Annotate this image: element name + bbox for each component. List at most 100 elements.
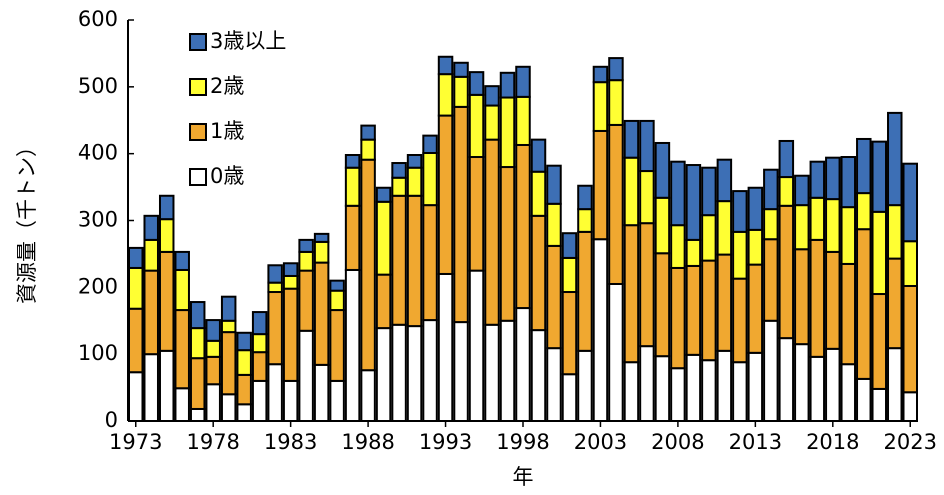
bar-segment <box>747 351 764 422</box>
x-axis-label: 年 <box>513 465 534 489</box>
bar-segment <box>592 129 609 241</box>
bar-segment <box>298 269 314 332</box>
bar-segment <box>716 158 733 203</box>
bar-segment <box>344 154 361 169</box>
bar-segment <box>546 202 562 247</box>
bar-segment <box>344 166 361 207</box>
y-tick-label: 0 <box>105 408 118 432</box>
bar-segment <box>282 274 299 290</box>
bar-segment <box>251 333 268 354</box>
bar-segment <box>484 104 500 141</box>
bar-segment <box>453 75 469 108</box>
bar-segment <box>484 138 500 326</box>
bar-segment <box>422 319 438 422</box>
bar-segment <box>158 250 175 352</box>
bar-segment <box>158 218 175 253</box>
bar-segment <box>499 71 516 99</box>
bar-segment <box>608 282 624 422</box>
bar-segment <box>778 139 795 179</box>
bar-segment <box>422 151 438 207</box>
bar-segment <box>422 204 438 322</box>
bar-segment <box>143 238 159 272</box>
y-tick-label: 400 <box>78 141 118 165</box>
bar-segment <box>220 393 237 422</box>
bar-segment <box>840 262 857 366</box>
bar-segment <box>422 134 438 154</box>
bar-segment <box>592 238 609 422</box>
bar-segment <box>189 357 206 410</box>
bar-segment <box>344 204 361 271</box>
bar-segment <box>592 65 609 84</box>
bar-segment <box>484 323 500 423</box>
bar-segment <box>902 162 919 243</box>
bar-segment <box>654 141 671 199</box>
bar-segment <box>902 284 919 394</box>
bar-segment <box>282 379 299 422</box>
bar-segment <box>577 208 593 233</box>
bar-segment <box>360 124 376 141</box>
legend-swatch <box>189 168 207 186</box>
bar-segment <box>205 383 221 423</box>
bar-segment <box>654 252 671 358</box>
bar-segment <box>329 289 345 312</box>
bar-segment <box>329 379 345 422</box>
bar-segment <box>546 347 562 423</box>
bar-segment <box>871 140 888 213</box>
bar-segment <box>391 323 407 423</box>
bar-segment <box>639 345 655 422</box>
bar-segment <box>794 204 810 251</box>
bar-segment <box>468 156 485 272</box>
bar-segment <box>856 228 872 380</box>
bar-segment <box>391 194 407 326</box>
bar-segment <box>546 164 562 205</box>
bar-segment <box>205 319 221 342</box>
bar-segment <box>561 256 578 294</box>
bar-segment <box>251 351 268 382</box>
bar-segment <box>887 204 903 260</box>
bar-segment <box>530 214 547 332</box>
legend-label: 2歳 <box>210 74 244 98</box>
bar-segment <box>794 343 810 422</box>
bar-segment <box>608 79 624 126</box>
bar-segment <box>515 307 531 422</box>
bar-segment <box>530 170 547 217</box>
bar-segment <box>577 230 593 352</box>
bar-segment <box>530 329 547 422</box>
bar-segment <box>174 250 190 271</box>
bar-segment <box>887 347 903 423</box>
bar-segment <box>453 61 469 78</box>
bar-segment <box>871 387 888 423</box>
bar-segment <box>360 138 376 161</box>
bar-segment <box>468 269 485 422</box>
bar-segment <box>143 353 159 422</box>
bar-segment <box>406 325 423 423</box>
bar-segment <box>174 387 190 423</box>
bar-segment <box>437 272 454 423</box>
bar-segment <box>267 264 283 284</box>
bar-segment <box>437 55 454 76</box>
bar-segment <box>639 170 655 225</box>
bar-segment <box>515 143 531 310</box>
bar-segment <box>189 327 206 360</box>
bar-segment <box>313 261 330 366</box>
bar-segment <box>205 355 221 386</box>
legend-swatch <box>189 78 207 96</box>
legend-label: 1歳 <box>210 119 244 143</box>
legend-swatch <box>189 33 207 51</box>
bar-segment <box>856 377 872 422</box>
legend-label: 3歳以上 <box>210 29 286 53</box>
bar-segment <box>902 240 919 287</box>
bar-segment <box>825 347 841 423</box>
bar-segment <box>236 331 252 352</box>
bar-segment <box>329 309 345 382</box>
x-tick-label: 1993 <box>419 430 472 454</box>
bar-segment <box>670 160 686 227</box>
bar-segment <box>654 196 671 255</box>
bar-segment <box>732 277 748 364</box>
legend-label: 0歳 <box>210 164 244 188</box>
bar-segment <box>360 369 376 422</box>
bar-segment <box>375 200 392 276</box>
bar-segment <box>128 307 144 374</box>
bar-segment <box>499 319 516 422</box>
